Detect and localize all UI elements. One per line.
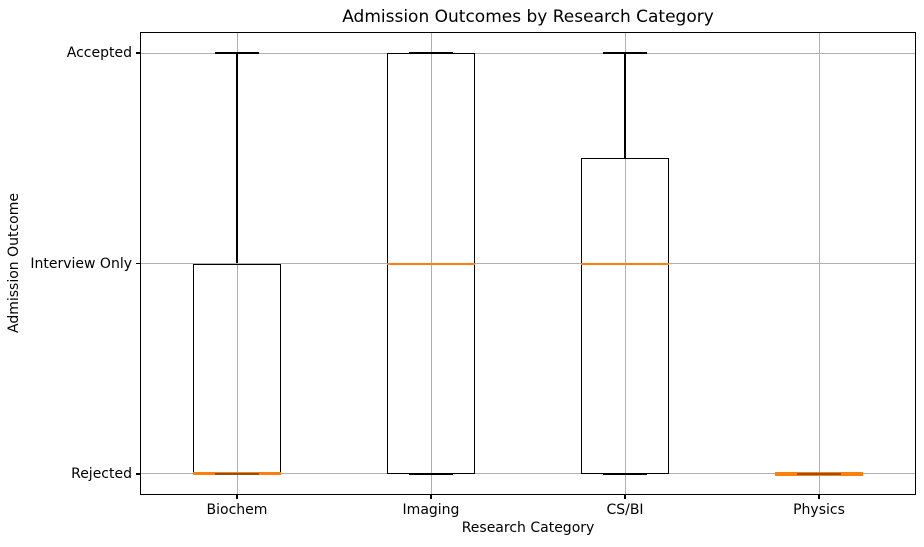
x-tick-mark	[624, 495, 626, 499]
x-tick-mark	[430, 495, 432, 499]
median-imaging	[387, 262, 475, 265]
plot-area	[140, 32, 916, 495]
y-tick-label: Accepted	[66, 45, 132, 62]
cap-lower-cs-bi	[603, 472, 647, 476]
box-rect-biochem	[193, 263, 281, 474]
x-tick-mark	[236, 495, 238, 499]
x-axis-label: Research Category	[461, 520, 595, 536]
median-cs-bi	[581, 262, 669, 265]
h-gridline	[140, 473, 916, 475]
chart-title: Admission Outcomes by Research Category	[342, 7, 714, 27]
x-tick-label: Physics	[793, 502, 845, 518]
x-tick-label: CS/BI	[606, 502, 644, 518]
cap-upper-imaging	[409, 51, 453, 55]
h-gridline	[140, 263, 916, 264]
cap-lower-imaging	[409, 472, 453, 476]
x-tick-label: Imaging	[402, 502, 460, 518]
x-tick-label: Biochem	[206, 502, 268, 518]
v-gridline	[818, 32, 820, 495]
y-tick-label: Rejected	[71, 465, 132, 482]
x-tick-mark	[818, 495, 820, 499]
h-gridline	[140, 52, 916, 54]
box-rect-cs-bi	[581, 158, 669, 474]
median-cap-overlap-physics	[797, 472, 841, 475]
y-axis-label: Admission Outcome	[6, 192, 22, 334]
cap-upper-cs-bi	[603, 52, 647, 54]
cap-upper-biochem	[215, 52, 259, 54]
whisker-upper-cs-bi	[624, 53, 626, 159]
median-cap-overlap-biochem	[215, 473, 259, 475]
whisker-upper-biochem	[236, 53, 238, 264]
